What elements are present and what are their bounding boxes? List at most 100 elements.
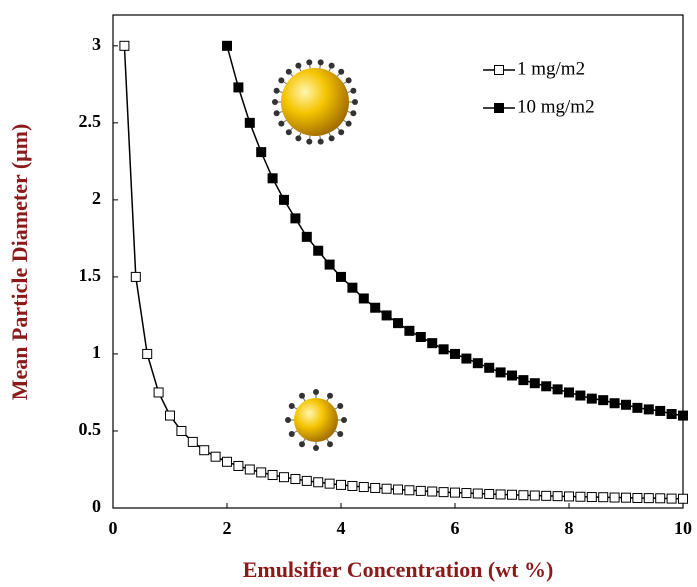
data-point bbox=[586, 393, 597, 404]
data-point bbox=[267, 173, 278, 184]
data-point bbox=[119, 40, 130, 51]
surfactant-head bbox=[313, 389, 319, 395]
data-point bbox=[666, 409, 677, 420]
surfactant-head bbox=[288, 403, 295, 409]
series-line bbox=[123, 45, 683, 500]
surfactant-head bbox=[338, 68, 345, 75]
legend-label: 1 mg/m2 bbox=[517, 58, 585, 79]
data-point bbox=[564, 387, 574, 398]
data-point bbox=[666, 493, 677, 504]
data-point bbox=[529, 378, 540, 389]
particle-illustrations bbox=[272, 59, 358, 451]
data-point bbox=[438, 344, 449, 355]
surfactant-head bbox=[350, 87, 357, 94]
data-point bbox=[643, 493, 654, 504]
data-point bbox=[643, 404, 654, 415]
data-point bbox=[358, 293, 369, 304]
data-point bbox=[438, 487, 449, 498]
data-point bbox=[415, 485, 426, 496]
surfactant-head bbox=[313, 445, 319, 451]
legend-label: 10 mg/m2 bbox=[517, 96, 595, 117]
y-tick-label: 1 bbox=[92, 342, 101, 362]
data-point bbox=[199, 445, 210, 456]
y-tick-label: 3 bbox=[92, 34, 101, 54]
x-tick-label: 6 bbox=[451, 518, 460, 538]
surfactant-head bbox=[299, 392, 305, 399]
surfactant-head bbox=[272, 99, 278, 105]
data-point bbox=[552, 384, 563, 395]
surfactant-head bbox=[328, 62, 335, 69]
data-point bbox=[495, 489, 506, 500]
surfactant-head bbox=[278, 77, 285, 84]
data-point bbox=[472, 488, 483, 499]
surfactant-head bbox=[285, 417, 291, 423]
large-particle bbox=[281, 68, 349, 136]
data-point bbox=[233, 82, 244, 93]
data-point bbox=[370, 302, 381, 313]
small-particle bbox=[294, 398, 338, 442]
data-point bbox=[518, 490, 529, 501]
data-point bbox=[621, 399, 631, 410]
y-tick-label: 0.5 bbox=[79, 419, 102, 439]
x-tick-label: 8 bbox=[565, 518, 574, 538]
y-tick-label: 0 bbox=[92, 496, 101, 516]
data-point bbox=[336, 271, 346, 282]
data-point bbox=[541, 490, 552, 501]
surfactant-head bbox=[317, 59, 324, 66]
surfactant-head bbox=[278, 120, 285, 127]
surfactant-head bbox=[328, 135, 335, 142]
data-point bbox=[598, 395, 609, 406]
data-point bbox=[347, 282, 358, 293]
data-point bbox=[381, 483, 392, 494]
surfactant-head bbox=[288, 431, 295, 437]
y-axis-title: Mean Particle Diameter (μm) bbox=[7, 124, 32, 401]
surfactant-head bbox=[345, 77, 352, 84]
surfactant-head bbox=[345, 120, 352, 127]
data-point bbox=[632, 492, 643, 503]
data-point bbox=[541, 381, 552, 392]
data-point bbox=[678, 493, 688, 504]
x-tick-label: 2 bbox=[223, 518, 232, 538]
data-point bbox=[575, 390, 586, 401]
data-point bbox=[393, 484, 403, 495]
data-point bbox=[575, 491, 586, 502]
data-point bbox=[404, 325, 415, 336]
surfactant-head bbox=[295, 62, 302, 69]
y-tick-label: 2.5 bbox=[79, 111, 102, 131]
data-point bbox=[187, 436, 198, 447]
data-point bbox=[336, 479, 346, 490]
surfactant-head bbox=[341, 417, 347, 423]
data-point bbox=[313, 245, 324, 256]
plot-frame bbox=[112, 14, 684, 509]
data-point bbox=[290, 474, 301, 485]
surfactant-head bbox=[285, 129, 292, 136]
data-point bbox=[233, 460, 244, 471]
data-point bbox=[472, 358, 483, 369]
surfactant-head bbox=[306, 59, 313, 66]
surfactant-head bbox=[338, 129, 345, 136]
data-point bbox=[632, 402, 643, 413]
data-point bbox=[279, 472, 289, 483]
data-point bbox=[507, 489, 517, 500]
y-tick-label: 2 bbox=[92, 188, 101, 208]
data-point bbox=[495, 367, 506, 378]
surfactant-head bbox=[273, 110, 280, 117]
data-point bbox=[130, 271, 141, 282]
surfactant-head bbox=[350, 110, 357, 117]
data-point bbox=[655, 405, 666, 416]
data-point bbox=[552, 491, 563, 502]
data-point bbox=[404, 485, 415, 496]
data-point bbox=[381, 310, 392, 321]
data-point bbox=[301, 475, 312, 486]
x-tick-label: 0 bbox=[109, 518, 118, 538]
data-point bbox=[484, 488, 495, 499]
x-tick-label: 10 bbox=[674, 518, 692, 538]
data-point bbox=[586, 492, 597, 503]
data-point bbox=[279, 194, 289, 205]
data-point bbox=[415, 331, 426, 342]
surfactant-head bbox=[337, 403, 344, 409]
surfactant-head bbox=[299, 441, 305, 448]
data-point bbox=[256, 147, 267, 158]
data-point bbox=[358, 482, 369, 493]
